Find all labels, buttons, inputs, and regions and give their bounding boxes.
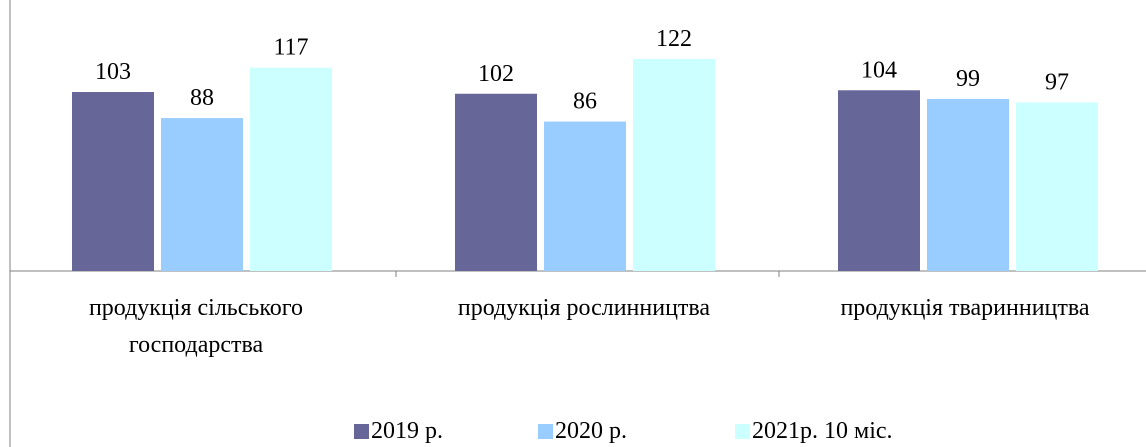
data-label-1-0: 102 (478, 61, 514, 87)
category-label-0: продукція сільського господарства (31, 290, 361, 364)
data-label-1-2: 122 (656, 26, 692, 52)
bar-1-0 (455, 93, 537, 272)
legend-swatch-2020 (538, 423, 553, 439)
category-label-0-line-1: продукція сільського (88, 295, 304, 321)
category-label-0-line-2: господарства (128, 332, 264, 358)
category-label-1-line-1: продукція рослинництва (457, 295, 711, 321)
bar-0-0 (72, 92, 154, 272)
bar-1-2 (633, 59, 715, 271)
bar-2-1 (927, 98, 1009, 271)
legend-swatch-2021 (735, 423, 750, 439)
legend-swatch-2019 (354, 423, 369, 439)
legend-label-2019: 2019 р. (371, 418, 443, 444)
legend-label-2020: 2020 р. (555, 418, 627, 444)
data-label-0-1: 88 (190, 85, 214, 111)
legend-item-2021: 2021р. 10 міс. (735, 417, 893, 445)
data-label-0-0: 103 (95, 59, 131, 85)
bar-1-1 (544, 121, 626, 272)
category-label-2: продукція тваринництва (800, 290, 1130, 327)
legend-label-2021: 2021р. 10 міс. (752, 418, 893, 444)
data-label-2-1: 99 (956, 66, 980, 92)
bar-2-0 (838, 90, 920, 271)
category-label-1: продукція рослинництва (419, 290, 749, 327)
data-label-1-1: 86 (573, 89, 597, 115)
bar-2-2 (1016, 102, 1098, 271)
legend-item-2020: 2020 р. (538, 417, 627, 445)
legend: 2019 р. 2020 р. 2021р. 10 міс. (0, 417, 1146, 447)
category-label-2-line-1: продукція тваринництва (840, 295, 1090, 321)
data-label-0-2: 117 (273, 35, 308, 61)
legend-item-2019: 2019 р. (354, 417, 443, 445)
data-label-2-0: 104 (861, 57, 897, 83)
bar-0-2 (250, 67, 332, 271)
data-label-2-2: 97 (1045, 69, 1069, 95)
bar-0-1 (161, 118, 243, 271)
